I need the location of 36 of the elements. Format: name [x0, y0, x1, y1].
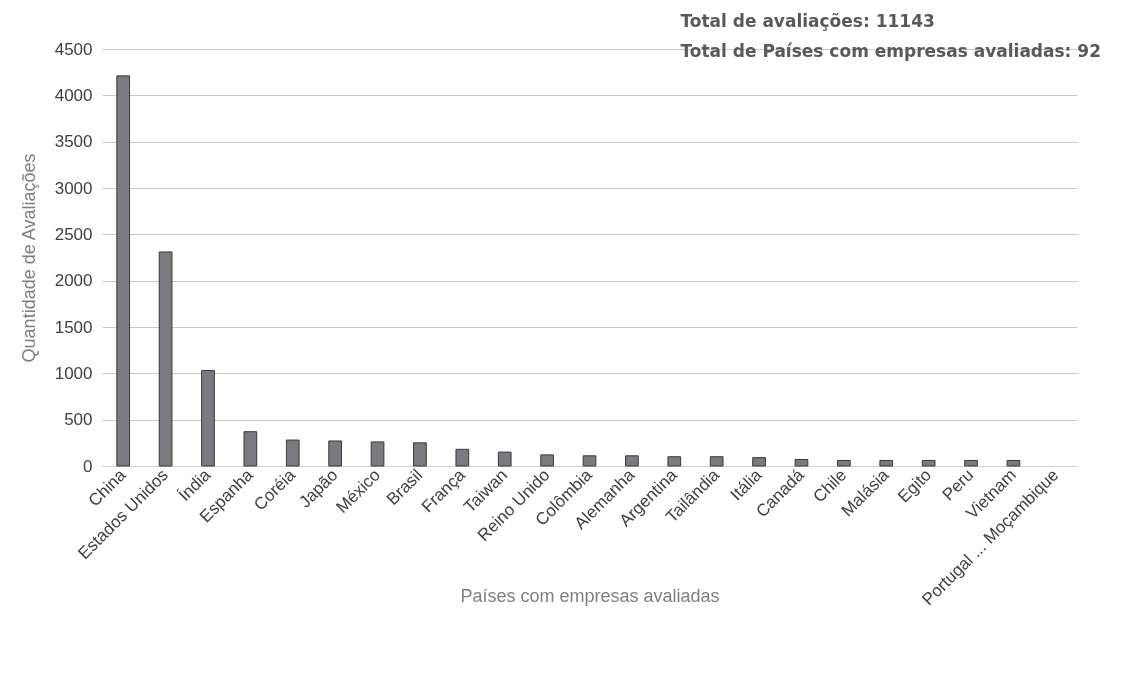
x-axis-title: Países com empresas avaliadas — [460, 586, 720, 607]
bar — [625, 455, 639, 467]
y-axis-title: Quantidade de Avaliações — [18, 153, 39, 363]
bar — [285, 439, 300, 467]
y-tick-label: 4000 — [54, 85, 93, 105]
bar — [497, 451, 512, 467]
bar — [752, 457, 766, 467]
bar — [328, 440, 343, 467]
bar — [455, 448, 470, 467]
bar — [709, 456, 724, 467]
bar — [413, 442, 427, 467]
bar — [667, 456, 682, 467]
bar — [1006, 459, 1021, 467]
annotation: Total de Países com empresas avaliadas: 92 — [680, 40, 1101, 63]
bar — [794, 459, 809, 467]
bar — [158, 251, 173, 467]
text: Total de avaliações: 11143 — [680, 10, 936, 33]
bar — [370, 441, 385, 467]
y-tick-label: 2000 — [54, 271, 93, 291]
bar — [964, 459, 978, 467]
y-tick-label: 500 — [64, 410, 93, 430]
bar — [582, 455, 597, 467]
bar — [921, 459, 936, 467]
y-tick-label: 2500 — [54, 224, 93, 244]
y-tick-label: 1000 — [54, 363, 93, 383]
y-tick-label: 3500 — [54, 132, 93, 152]
y-tick-label: 0 — [83, 456, 93, 476]
y-tick-label: 4500 — [54, 39, 93, 59]
bar — [879, 459, 894, 467]
bar — [540, 454, 554, 467]
y-tick-label: 1500 — [54, 317, 93, 337]
bar — [116, 75, 131, 467]
y-tick-label: 3000 — [54, 178, 93, 198]
bar — [243, 431, 258, 467]
bar — [836, 459, 851, 467]
bar — [201, 370, 215, 467]
